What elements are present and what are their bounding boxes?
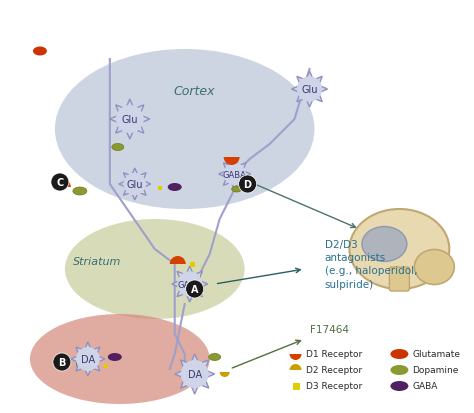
Ellipse shape [33, 47, 47, 56]
Text: DA: DA [188, 369, 202, 379]
Ellipse shape [391, 349, 409, 359]
Text: D: D [244, 180, 252, 190]
Circle shape [124, 173, 146, 196]
Text: F17464: F17464 [310, 324, 348, 334]
Circle shape [297, 77, 322, 102]
Circle shape [238, 176, 256, 194]
Polygon shape [71, 342, 105, 376]
Text: Cortex: Cortex [174, 85, 216, 98]
Wedge shape [219, 372, 229, 377]
Ellipse shape [414, 250, 454, 285]
Text: Glu: Glu [127, 180, 143, 190]
Wedge shape [224, 158, 240, 166]
Text: D2/D3
antagonists
(e.g., haloperidol,
sulpiride): D2/D3 antagonists (e.g., haloperidol, su… [325, 240, 417, 289]
Circle shape [223, 164, 246, 186]
Polygon shape [292, 72, 328, 108]
Wedge shape [170, 256, 186, 264]
Ellipse shape [112, 144, 124, 151]
Polygon shape [219, 159, 251, 190]
Circle shape [76, 347, 100, 371]
Ellipse shape [232, 187, 242, 192]
Text: GABA: GABA [412, 382, 438, 391]
Ellipse shape [209, 354, 221, 361]
Circle shape [51, 173, 69, 192]
Text: D2 Receptor: D2 Receptor [306, 366, 362, 375]
Polygon shape [119, 169, 151, 201]
Wedge shape [290, 364, 301, 370]
FancyBboxPatch shape [390, 267, 410, 291]
Circle shape [181, 360, 209, 388]
Circle shape [53, 353, 71, 371]
Ellipse shape [73, 188, 87, 195]
Bar [292, 383, 300, 390]
Text: C: C [56, 178, 64, 188]
Polygon shape [172, 266, 208, 302]
Text: Striatum: Striatum [73, 256, 121, 266]
Polygon shape [110, 100, 150, 140]
Ellipse shape [391, 365, 409, 375]
Ellipse shape [362, 227, 407, 262]
Bar [190, 262, 195, 267]
Text: GABA: GABA [223, 170, 246, 179]
Ellipse shape [108, 353, 122, 361]
Circle shape [186, 280, 204, 298]
Wedge shape [290, 354, 301, 360]
Ellipse shape [391, 381, 409, 391]
Polygon shape [175, 354, 215, 394]
Circle shape [177, 272, 202, 297]
Text: Glu: Glu [121, 115, 138, 125]
Text: A: A [191, 284, 199, 294]
Ellipse shape [349, 209, 449, 289]
Text: DA: DA [81, 354, 95, 364]
Ellipse shape [30, 314, 210, 404]
Text: VTA: VTA [74, 361, 95, 371]
Circle shape [116, 106, 144, 134]
Text: B: B [58, 357, 65, 367]
Text: D1 Receptor: D1 Receptor [306, 350, 362, 358]
Wedge shape [57, 180, 71, 188]
Text: Glu: Glu [301, 85, 318, 95]
Ellipse shape [55, 50, 315, 209]
Text: Dopamine: Dopamine [412, 366, 459, 375]
Bar [158, 187, 162, 190]
Text: Glutamate: Glutamate [412, 350, 460, 358]
Ellipse shape [65, 219, 245, 319]
Ellipse shape [168, 183, 182, 192]
Text: GABA: GABA [178, 280, 201, 289]
Bar [104, 364, 108, 368]
Text: D3 Receptor: D3 Receptor [306, 382, 362, 391]
